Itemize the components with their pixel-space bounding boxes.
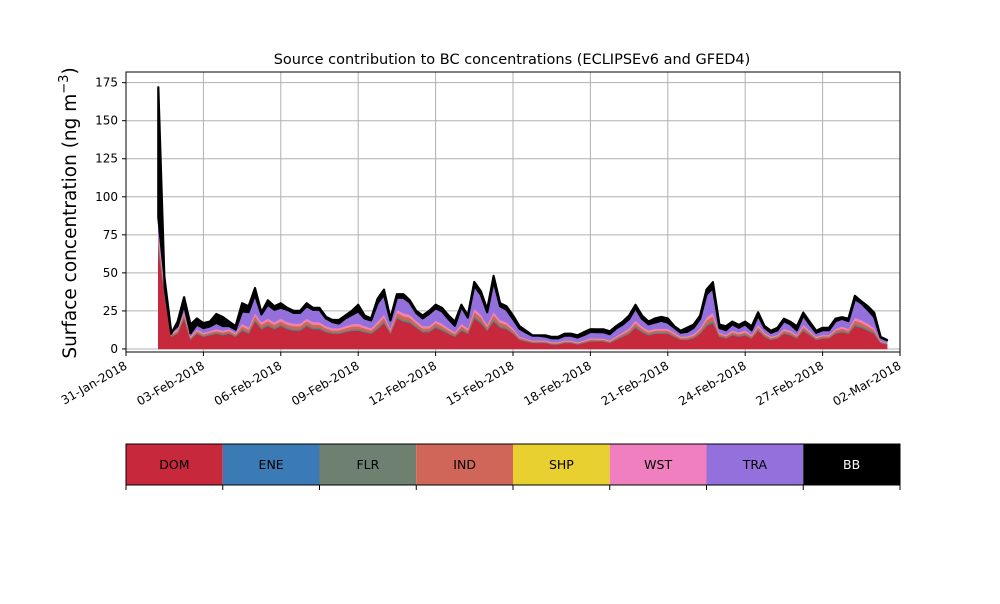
- legend-frame: [125, 443, 901, 486]
- legend-label-tra: TRA: [742, 457, 768, 472]
- legend-swatch-tra: [706, 444, 804, 485]
- x-tick-label: 02-Mar-2018: [830, 358, 903, 408]
- x-tick-label: 03-Feb-2018: [134, 358, 207, 408]
- y-tick-label: 0: [110, 342, 118, 356]
- legend-swatch-wst: [609, 444, 707, 485]
- legend-swatch-flr: [319, 444, 417, 485]
- plot-frame: [125, 71, 901, 353]
- y-tick-label: 25: [103, 304, 118, 318]
- x-tick-label: 18-Feb-2018: [521, 358, 594, 408]
- legend-label-ene: ENE: [259, 457, 284, 472]
- y-tick-label: 100: [95, 190, 118, 204]
- legend-swatch-bb: [803, 444, 900, 485]
- legend-label-ind: IND: [453, 457, 476, 472]
- area-bb: [157, 86, 889, 342]
- grid-lines: [125, 72, 901, 352]
- x-tick-label: 09-Feb-2018: [289, 358, 362, 408]
- legend-label-dom: DOM: [159, 457, 189, 472]
- x-tick-label: 06-Feb-2018: [212, 358, 285, 408]
- y-axis-label-exponent: −3: [57, 75, 72, 94]
- y-tick-label: 175: [95, 76, 118, 90]
- x-tick-label: 12-Feb-2018: [367, 358, 440, 408]
- legend-colorbar: DOM ENE FLR IND SHP WST TRA BB: [125, 443, 901, 490]
- stacked-areas: [157, 86, 889, 350]
- legend-swatch-dom: [126, 444, 223, 485]
- legend-label-bb: BB: [843, 457, 860, 472]
- x-tick-label: 21-Feb-2018: [599, 358, 672, 408]
- y-tick-label: 125: [95, 152, 118, 166]
- x-tick-label: 31-Jan-2018: [59, 358, 130, 407]
- chart-title: Source contribution to BC concentrations…: [274, 52, 751, 68]
- x-tick-label: 24-Feb-2018: [676, 358, 749, 408]
- y-tick-label: 75: [103, 228, 118, 242]
- legend-label-flr: FLR: [356, 457, 379, 472]
- x-tick-label: 27-Feb-2018: [754, 358, 827, 408]
- legend-swatch-shp: [513, 444, 610, 485]
- y-axis-label: Surface concentration (ng m−3): [57, 67, 81, 358]
- axes: 0 25 50 75 100 125 150 175 31-Jan-2018 03-Feb-201…: [59, 71, 904, 409]
- legend-swatch-ind: [416, 444, 513, 485]
- legend-label-shp: SHP: [549, 457, 574, 472]
- legend-label-wst: WST: [644, 457, 672, 472]
- y-tick-label: 50: [103, 266, 118, 280]
- y-axis-label-close: ): [60, 67, 81, 74]
- y-tick-label: 150: [95, 114, 118, 128]
- legend-swatch-ene: [222, 444, 320, 485]
- x-tick-label: 15-Feb-2018: [444, 358, 517, 408]
- y-axis-label-main: Surface concentration (ng m: [60, 94, 81, 359]
